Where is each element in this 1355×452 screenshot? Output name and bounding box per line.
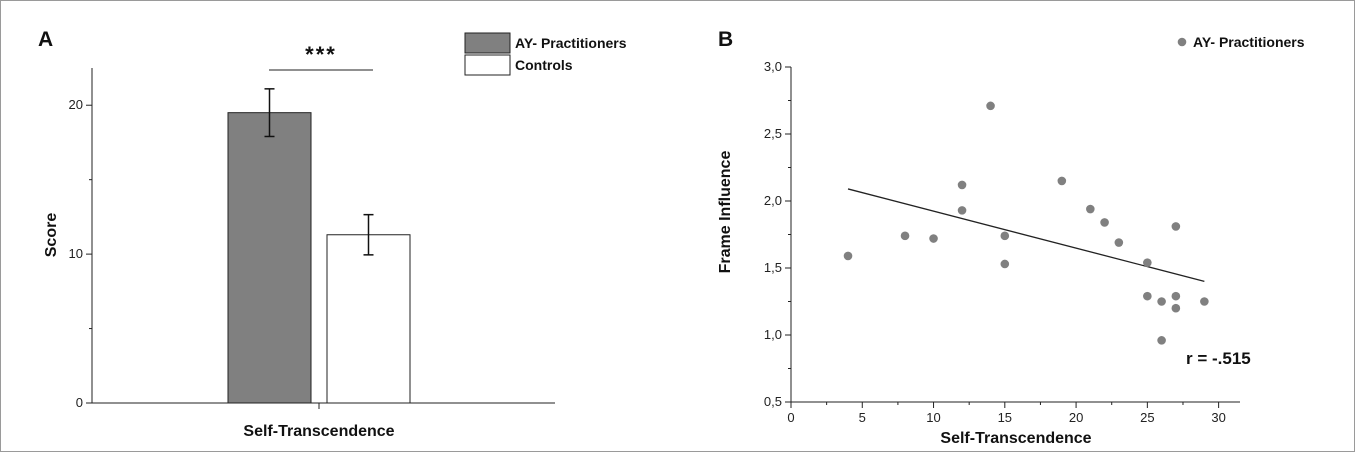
panel-b-label: B [718, 28, 733, 51]
y-tick-label: 10 [69, 246, 83, 261]
scatter-point [1114, 238, 1124, 247]
scatter-point [1171, 303, 1181, 313]
panel-a: A 0 10 20 *** Self-Transcendence Score AY-… [38, 28, 627, 440]
x-tick-label: 0 [787, 410, 794, 425]
y-tick-label: 0 [76, 395, 83, 410]
scatter-point [843, 251, 853, 261]
y-tick-label: 0,5 [764, 394, 782, 409]
y-tick-label: 2,5 [764, 126, 782, 141]
panel-a-significance: *** [269, 42, 373, 71]
legend-swatch [464, 54, 511, 76]
panel-a-label: A [38, 28, 53, 51]
x-tick-label: 10 [926, 410, 940, 425]
y-tick-label: 2,0 [764, 193, 782, 208]
scatter-point [929, 234, 938, 243]
scatter-point [1000, 231, 1010, 241]
panel-a-bars [227, 88, 411, 404]
bar-controls [326, 234, 411, 404]
scatter-point [1157, 336, 1166, 345]
legend-label: Controls [515, 57, 573, 73]
panel-b-points [843, 101, 1209, 345]
panel-a-x-axis-title: Self-Transcendence [243, 423, 394, 440]
scatter-point [957, 180, 967, 190]
y-tick-label: 1,0 [764, 327, 782, 342]
scatter-point [900, 231, 910, 241]
panel-b-legend: AY- Practitioners [1177, 34, 1305, 50]
scatter-point [957, 206, 967, 215]
panel-a-y-ticks: 0 10 20 [69, 97, 320, 410]
scatter-point [1000, 259, 1010, 269]
panel-b: B 0,5 1,0 1,5 2,0 2,5 3,0 0 5 10 15 20 25 30 r = -.… [717, 28, 1305, 447]
scatter-point [1057, 176, 1067, 186]
scatter-point [1143, 258, 1152, 267]
panel-a-y-axis-title: Score [43, 213, 60, 258]
x-tick-label: 25 [1140, 410, 1154, 425]
scatter-point [1157, 297, 1166, 306]
scatter-point [1100, 218, 1109, 227]
legend-label: AY- Practitioners [515, 35, 627, 51]
x-tick-label: 20 [1069, 410, 1083, 425]
panel-b-y-axis-title: Frame Influence [717, 151, 734, 274]
y-tick-label: 1,5 [764, 260, 782, 275]
legend-label: AY- Practitioners [1193, 34, 1305, 50]
panel-a-legend: AY- Practitioners Controls [464, 32, 627, 76]
y-tick-label: 3,0 [764, 59, 782, 74]
x-tick-label: 30 [1211, 410, 1225, 425]
panel-b-x-axis-title: Self-Transcendence [940, 430, 1091, 447]
panel-b-y-ticks: 0,5 1,0 1,5 2,0 2,5 3,0 [764, 59, 791, 409]
legend-marker [1177, 37, 1187, 47]
x-tick-label: 5 [859, 410, 866, 425]
scatter-point [1171, 291, 1181, 301]
x-tick-label: 15 [998, 410, 1012, 425]
scatter-point [1171, 222, 1181, 231]
scatter-point [1086, 204, 1095, 214]
y-tick-label: 20 [69, 97, 83, 112]
significance-stars: *** [305, 42, 337, 67]
correlation-annotation: r = -.515 [1186, 349, 1251, 368]
panel-b-x-ticks: 0 5 10 15 20 25 30 [787, 402, 1226, 425]
bar-ay-practitioners [227, 112, 312, 404]
scatter-point [1200, 297, 1209, 306]
scatter-point [986, 101, 995, 111]
legend-swatch [464, 32, 511, 54]
scatter-point [1143, 291, 1152, 301]
